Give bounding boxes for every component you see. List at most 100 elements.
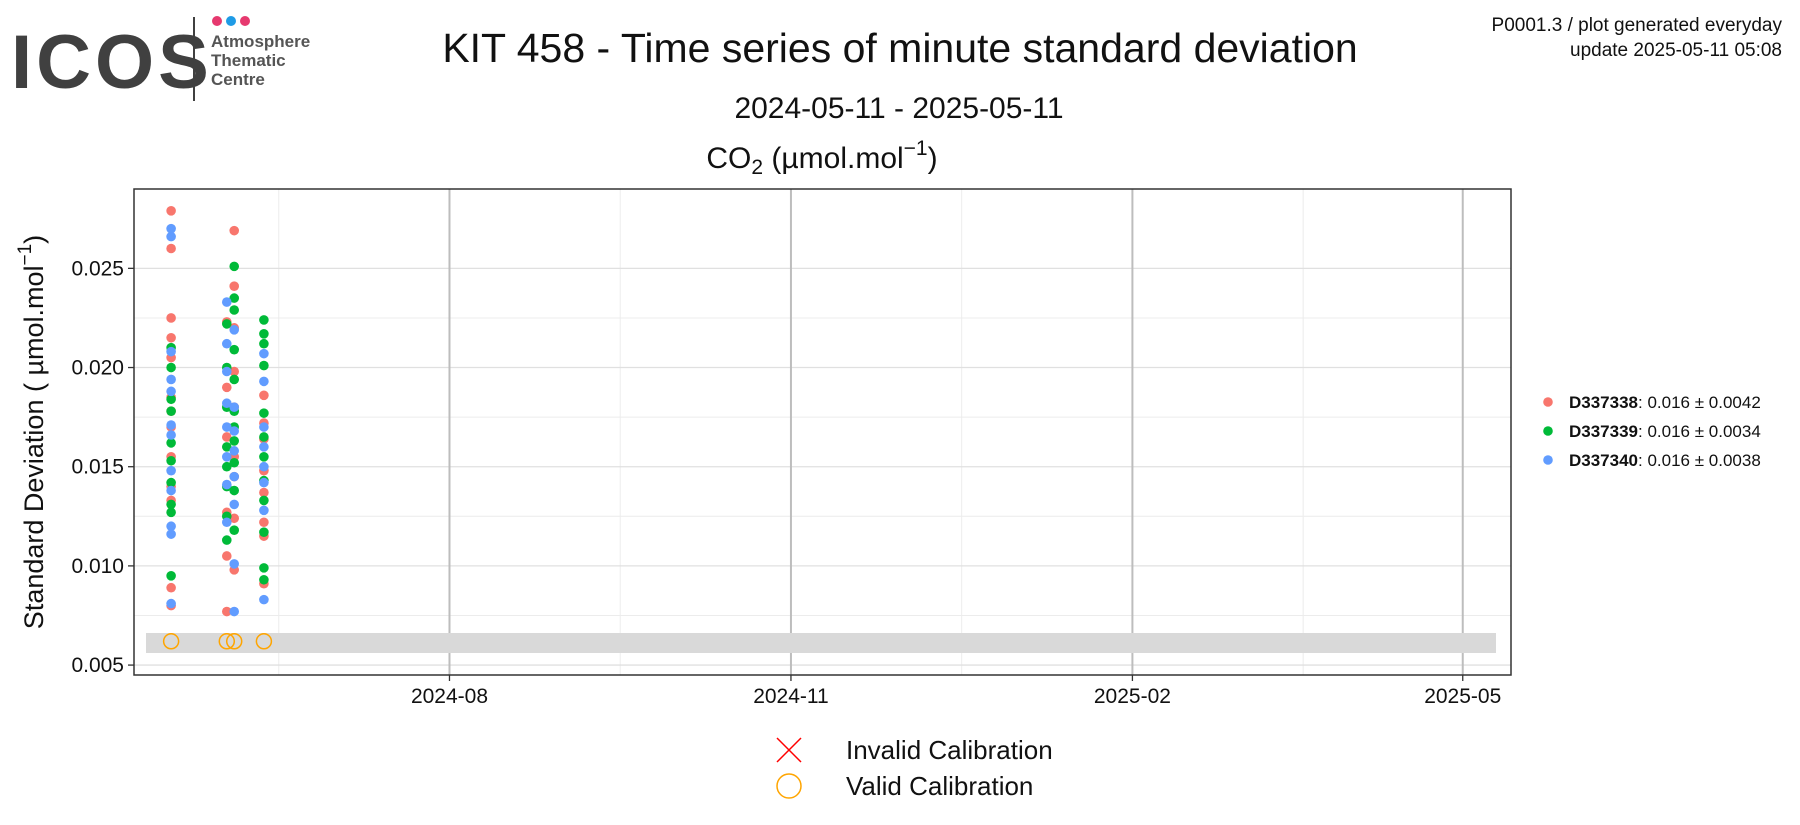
point: [229, 559, 240, 569]
y-tick-label: 0.020: [71, 357, 124, 380]
plot-title-part: ): [928, 142, 938, 175]
point: [221, 398, 232, 409]
point: [229, 446, 240, 456]
point: [259, 461, 269, 472]
point: [221, 606, 232, 617]
y-axis-title-part: Standard Deviation ( µmol.mol: [19, 265, 49, 629]
point: [229, 499, 240, 510]
point: [166, 374, 176, 385]
point: [259, 487, 269, 498]
logo-dot: [212, 16, 222, 26]
point: [166, 346, 176, 357]
point: [166, 521, 176, 532]
marks: [162, 206, 273, 650]
plot-title-part: −1: [904, 137, 928, 160]
legend-entry: D337340: 0.016 ± 0.0038: [1569, 451, 1761, 470]
point: [166, 206, 176, 216]
point: [259, 527, 269, 537]
legend-name: D337340: [1569, 451, 1638, 470]
legend-stats: : 0.016 ± 0.0034: [1638, 422, 1761, 441]
legend-swatch: [1543, 426, 1553, 436]
point: [221, 551, 232, 561]
point: [229, 305, 240, 315]
point: [166, 465, 176, 476]
legend-swatch: [1543, 455, 1553, 465]
point: [166, 386, 176, 397]
point: [166, 362, 176, 373]
point: [221, 382, 232, 393]
point: [259, 329, 269, 339]
point: [166, 529, 176, 539]
x-tick-label: 2025-02: [1094, 685, 1171, 708]
legend-entry: Invalid Calibration: [846, 735, 1053, 765]
legend-stats: : 0.016 ± 0.0042: [1638, 393, 1761, 412]
point: [229, 485, 240, 496]
point: [259, 477, 269, 488]
point: [221, 451, 232, 462]
point: [166, 243, 176, 254]
point: [166, 455, 176, 466]
point: [221, 366, 232, 377]
calibration-marker: [218, 633, 236, 650]
point: [229, 513, 240, 524]
legend-symbol: [776, 737, 802, 763]
calibration-marker: [225, 633, 243, 650]
point: [259, 376, 269, 387]
point: [229, 344, 240, 355]
legend-name: D337338: [1569, 393, 1638, 412]
point: [221, 297, 232, 307]
y-tick-label: 0.015: [71, 456, 124, 479]
plot-title: CO2 (µmol.mol−1): [706, 137, 937, 179]
plot-title-part: 2: [751, 156, 763, 179]
point: [259, 315, 269, 325]
point: [259, 517, 269, 528]
logo-dot: [240, 16, 250, 26]
legend-stats: : 0.016 ± 0.0038: [1638, 451, 1761, 470]
point: [166, 499, 176, 510]
y-axis-title-part: ): [19, 235, 49, 244]
reference-band: [146, 633, 1496, 653]
info-line: P0001.3 / plot generated everyday: [1492, 15, 1783, 36]
legend-entry: D337338: 0.016 ± 0.0042: [1569, 393, 1761, 412]
point: [166, 598, 176, 609]
logo-dot: [226, 16, 236, 26]
legend-entry: D337339: 0.016 ± 0.0034: [1569, 422, 1761, 441]
point: [259, 408, 269, 418]
point: [166, 430, 176, 440]
point: [259, 594, 269, 605]
point: [229, 426, 240, 436]
point: [259, 360, 269, 371]
grid: [134, 189, 1511, 675]
org-line: Atmosphere: [211, 32, 310, 51]
point: [229, 366, 240, 377]
logo: ICOS: [11, 20, 213, 105]
plot-border: [133, 188, 1512, 676]
org-line: Thematic: [211, 51, 286, 70]
calibration-marker: [255, 633, 273, 650]
point: [221, 319, 232, 329]
x-tick-label: 2024-11: [753, 685, 829, 708]
y-tick-label: 0.010: [71, 555, 124, 578]
y-tick-label: 0.025: [71, 257, 124, 280]
plot-title-part: (µmol.mol: [763, 142, 904, 175]
chart-title: KIT 458 - Time series of minute standard…: [442, 25, 1357, 71]
org-line: Centre: [211, 70, 265, 89]
legend-name: D337339: [1569, 422, 1638, 441]
point: [221, 422, 232, 432]
point: [229, 293, 240, 303]
point: [229, 281, 240, 292]
point: [221, 535, 232, 545]
point: [166, 582, 176, 593]
point: [221, 432, 232, 442]
point: [259, 563, 269, 573]
point: [221, 442, 232, 452]
y-axis-title: Standard Deviation ( µmol.mol−1): [15, 235, 49, 629]
point: [229, 525, 240, 535]
point: [259, 348, 269, 359]
legend-entry: Valid Calibration: [846, 771, 1033, 801]
point: [229, 261, 240, 272]
point: [221, 461, 232, 472]
point: [166, 313, 176, 323]
